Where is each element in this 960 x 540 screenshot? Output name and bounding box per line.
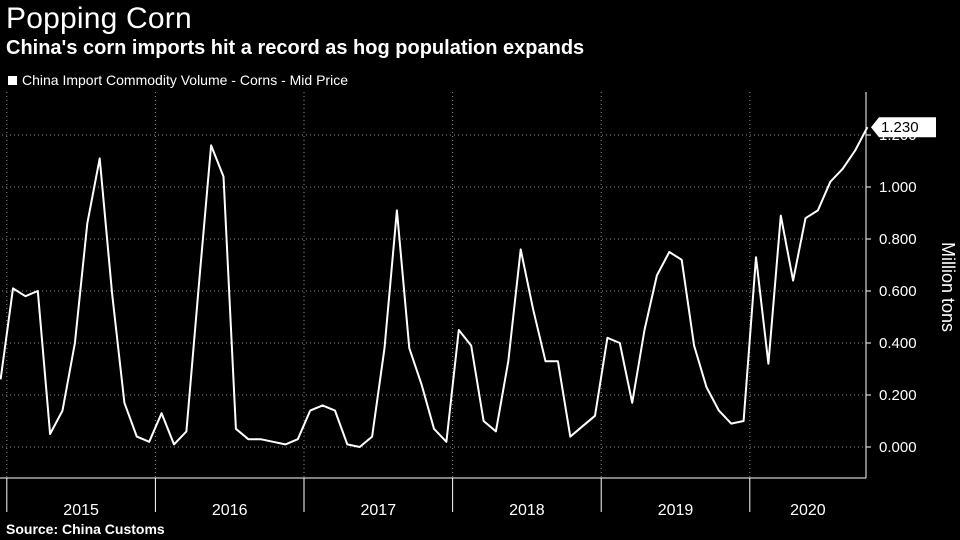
axis-labels: 0.0000.2000.4000.6000.8001.0001.20020152… — [63, 117, 958, 519]
y-tick-label: 1.000 — [879, 179, 917, 196]
grid-lines — [2, 92, 866, 478]
callout-box — [871, 117, 936, 138]
y-tick-label: 0.200 — [879, 387, 917, 404]
y-tick-label: 0.000 — [879, 439, 917, 456]
x-year-label: 2017 — [361, 502, 397, 519]
y-axis-title: Million tons — [938, 242, 958, 332]
last-value-label: 1.230 — [881, 119, 919, 136]
y-tick-label: 0.600 — [879, 283, 917, 300]
x-year-label: 2018 — [509, 502, 545, 519]
series-line — [0, 126, 869, 448]
chart-subtitle: China's corn imports hit a record as hog… — [6, 37, 585, 59]
y-tick-label: 0.800 — [879, 231, 917, 248]
y-tick-label: 0.400 — [879, 335, 917, 352]
series-lines — [0, 126, 869, 448]
last-value-callout: 1.230 — [871, 117, 936, 138]
legend-label: China Import Commodity Volume - Corns - … — [22, 72, 348, 88]
x-year-label: 2016 — [212, 502, 248, 519]
x-year-label: 2015 — [63, 502, 99, 519]
chart-title: Popping Corn — [6, 2, 192, 35]
legend: China Import Commodity Volume - Corns - … — [8, 72, 348, 88]
x-year-label: 2020 — [790, 502, 826, 519]
x-year-label: 2019 — [658, 502, 694, 519]
source-note: Source: China Customs — [6, 521, 165, 537]
axes — [0, 92, 871, 512]
legend-swatch — [8, 75, 17, 85]
